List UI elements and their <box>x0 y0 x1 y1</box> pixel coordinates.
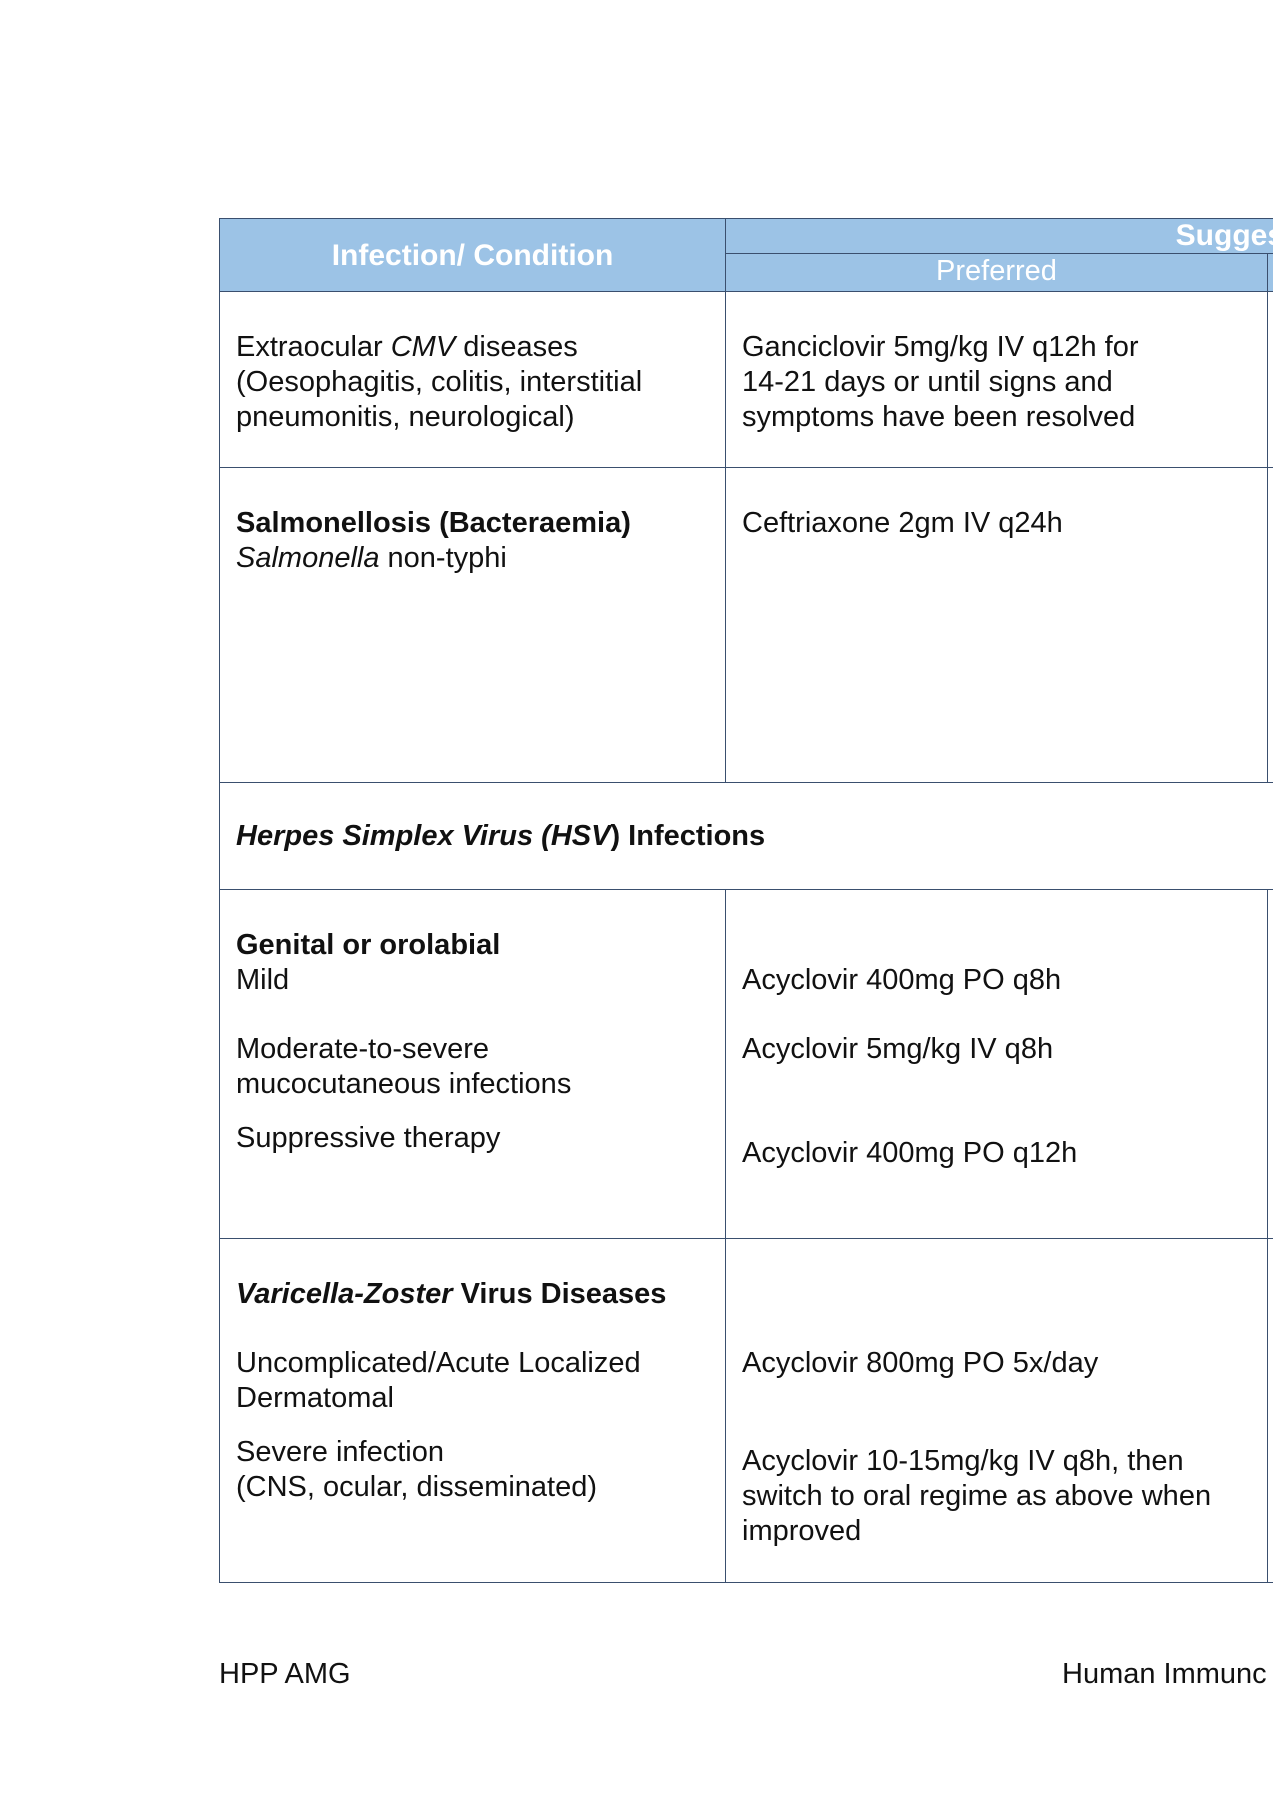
cmv-preferred-line2: 14-21 days or until signs and <box>742 366 1113 398</box>
condition-cell-vzv: Varicella-Zoster Virus Diseases Uncompli… <box>219 1238 726 1583</box>
hsv-preferred-mild: Acyclovir 400mg PO q8h <box>742 964 1062 996</box>
vzv-preferred-severe-line1: Acyclovir 10-15mg/kg IV q8h, then <box>742 1445 1184 1477</box>
alternative-cell-vzv <box>1266 1238 1273 1583</box>
cmv-prefix: Extraocular <box>236 331 391 363</box>
section-title-hsv: Herpes Simplex Virus (HSV) Infections <box>218 782 1273 890</box>
table-row: Salmonellosis (Bacteraemia) Salmonella n… <box>219 467 1273 783</box>
hsv-title: Genital or orolabial <box>236 929 501 961</box>
preferred-cell-salmonella: Ceftriaxone 2gm IV q24h <box>725 467 1268 783</box>
vzv-preferred-uncomplicated: Acyclovir 800mg PO 5x/day <box>742 1347 1099 1379</box>
preferred-cell-cmv: Ganciclovir 5mg/kg IV q12h for 14-21 day… <box>725 291 1268 468</box>
salmonella-preferred: Ceftriaxone 2gm IV q24h <box>742 507 1063 539</box>
hsv-mild: Mild <box>236 964 290 996</box>
vzv-title-italic: Varicella-Zoster <box>236 1278 453 1310</box>
table-row: Extraocular CMV diseases (Oesophagitis, … <box>219 291 1273 468</box>
hsv-moderate-line1: Moderate-to-severe <box>236 1033 490 1065</box>
alternative-cell-cmv <box>1266 291 1273 468</box>
table-row: Varicella-Zoster Virus Diseases Uncompli… <box>219 1238 1273 1583</box>
cmv-preferred-line3: symptoms have been resolved <box>742 401 1136 433</box>
section-row-hsv: Herpes Simplex Virus (HSV) Infections <box>218 782 1273 890</box>
table-subheader-row: Preferred <box>220 253 1273 292</box>
treatment-guideline-table: Infection/ Condition Suggested Preferred… <box>218 217 1273 1583</box>
vzv-uncomplicated-line2: Dermatomal <box>236 1382 394 1414</box>
vzv-uncomplicated-line1: Uncomplicated/Acute Localized <box>236 1347 641 1379</box>
header-suggested-label: Suggested <box>1175 219 1273 252</box>
hsv-section-italic: Herpes Simplex Virus (HSV <box>236 819 611 852</box>
cmv-condition-line2: (Oesophagitis, colitis, interstitial <box>236 366 643 398</box>
hsv-moderate-line2: mucocutaneous infections <box>236 1068 572 1100</box>
salmonella-suffix: non-typhi <box>379 542 507 574</box>
condition-cell-cmv: Extraocular CMV diseases (Oesophagitis, … <box>219 291 726 468</box>
hsv-preferred-moderate: Acyclovir 5mg/kg IV q8h <box>742 1033 1054 1065</box>
table-row: Genital or orolabial Mild Moderate-to-se… <box>219 889 1273 1239</box>
header-alternative <box>1266 253 1273 292</box>
footer-right: Human Immunc <box>1062 1658 1267 1690</box>
header-preferred: Preferred <box>725 253 1268 292</box>
header-suggested: Suggested <box>724 217 1273 255</box>
cmv-suffix: diseases <box>455 331 578 363</box>
header-infection-condition: Infection/ Condition <box>219 218 726 292</box>
footer-left: HPP AMG <box>219 1658 351 1690</box>
hsv-suppressive: Suppressive therapy <box>236 1122 501 1154</box>
table-header-row: Infection/ Condition Suggested <box>219 217 1273 292</box>
cmv-italic: CMV <box>390 331 456 363</box>
preferred-cell-hsv: Acyclovir 400mg PO q8h Acyclovir 5mg/kg … <box>725 889 1268 1239</box>
vzv-severe-line2: (CNS, ocular, disseminated) <box>236 1471 598 1503</box>
vzv-title: Varicella-Zoster Virus Diseases <box>236 1277 709 1312</box>
condition-cell-hsv: Genital or orolabial Mild Moderate-to-se… <box>219 889 726 1239</box>
cmv-condition-line3: pneumonitis, neurological) <box>236 401 575 433</box>
salmonella-subtitle: Salmonella non-typhi <box>236 541 709 576</box>
vzv-title-suffix: Virus Diseases <box>452 1278 667 1310</box>
vzv-severe-line1: Severe infection <box>236 1436 444 1468</box>
hsv-section-suffix: ) Infections <box>610 819 766 852</box>
alternative-cell-hsv <box>1266 889 1273 1239</box>
hsv-preferred-suppressive: Acyclovir 400mg PO q12h <box>742 1137 1078 1169</box>
cmv-preferred-line1: Ganciclovir 5mg/kg IV q12h for <box>742 331 1139 363</box>
alternative-cell-salmonella <box>1266 467 1273 783</box>
vzv-preferred-severe-line2: switch to oral regime as above when <box>742 1480 1212 1512</box>
condition-cell-salmonella: Salmonellosis (Bacteraemia) Salmonella n… <box>219 467 726 783</box>
salmonella-title: Salmonellosis (Bacteraemia) <box>236 507 631 539</box>
cmv-condition-line1: Extraocular CMV diseases <box>236 330 709 365</box>
vzv-preferred-severe-line3: improved <box>742 1515 862 1547</box>
salmonella-italic: Salmonella <box>236 542 380 574</box>
preferred-cell-vzv: Acyclovir 800mg PO 5x/day Acyclovir 10-1… <box>725 1238 1268 1583</box>
